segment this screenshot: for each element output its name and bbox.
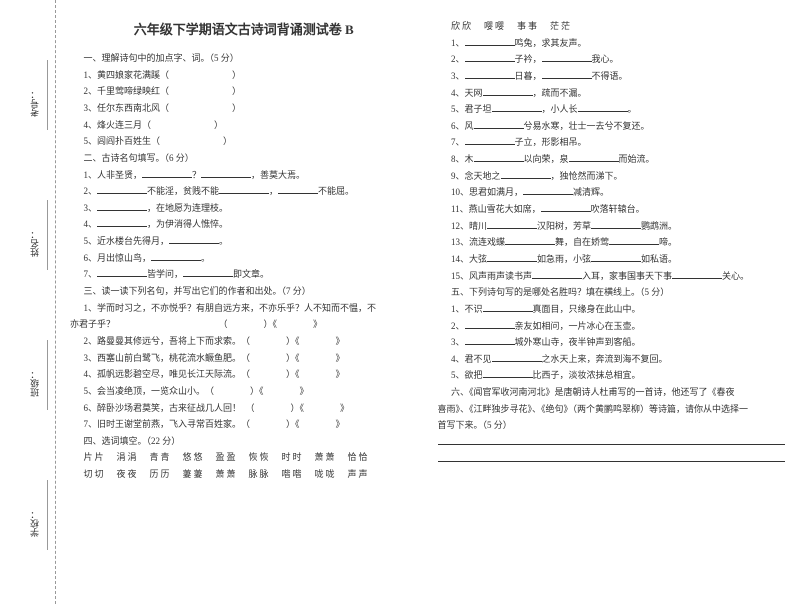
section-head: 五、下列诗句写的是哪处名胜吗？填在横线上。（5 分） (438, 284, 786, 301)
fill-blank-item: 5、近水楼台先得月，。 (70, 233, 418, 250)
vlabel-name: 姓名： (28, 230, 41, 257)
fill-blank-item: 14、大弦如急雨，小弦如私语。 (438, 251, 786, 268)
binding-line (55, 0, 56, 604)
vlabel-school: 学校： (28, 510, 41, 537)
fill-blank-item: 3、日暮，不得语。 (438, 68, 786, 85)
fill-blank-item: 4、，为伊消得人憔悴。 (70, 216, 418, 233)
question-item: 3、任尔东西南北风（ ） (70, 100, 418, 117)
question-item: 4、孤帆远影碧空尽，唯见长江天际流。 （ ）《 》 (70, 366, 418, 383)
question-item: 5、闾阎扑百姓生（ ） (70, 133, 418, 150)
column-left: 六年级下学期语文古诗词背诵测试卷 B 一、理解诗句中的加点字、词。（5 分） 1… (70, 18, 418, 594)
question-text: 1、学而时习之，不亦悦乎？有朋自远方来，不亦乐乎？人不知而不愠，不 (70, 300, 418, 317)
fill-blank-item: 8、木以向荣，泉而始流。 (438, 151, 786, 168)
fill-blank-item: 13、流连戏蝶舞，自在娇莺啼。 (438, 234, 786, 251)
question-item: 5、会当凌绝顶，一览众山小。 （ ）《 》 (70, 383, 418, 400)
column-right: 欣欣 嘤嘤 事事 茫茫 1、鸣兔，求其友声。2、子衿，我心。3、日暮，不得语。4… (438, 18, 786, 594)
question-text: 亦君子乎？ （ ）《 》 (70, 316, 418, 333)
question-item: 2、千里莺啼绿映红（ ） (70, 83, 418, 100)
fill-blank-item: 10、思君如满月，减清辉。 (438, 184, 786, 201)
fill-blank-item: 2、子衿，我心。 (438, 51, 786, 68)
question-item: 2、路曼曼其修远兮，吾将上下而求索。 （ ）《 》 (70, 333, 418, 350)
sidebar-line (47, 340, 48, 410)
question-text: 首写下来。（5 分） (438, 417, 786, 434)
section-head: 一、理解诗句中的加点字、词。（5 分） (70, 50, 418, 67)
page-content: 六年级下学期语文古诗词背诵测试卷 B 一、理解诗句中的加点字、词。（5 分） 1… (70, 18, 785, 594)
answer-line (438, 451, 786, 468)
fill-blank-item: 12、晴川汉阳树，芳草鹦鹉洲。 (438, 218, 786, 235)
page-title: 六年级下学期语文古诗词背诵测试卷 B (70, 18, 418, 42)
fill-blank-item: 5、欲把比西子，淡妆浓抹总相宜。 (438, 367, 786, 384)
fill-blank-item: 15、风声雨声读书声入耳，家事国事天下事关心。 (438, 268, 786, 285)
fill-blank-item: 6、月出惊山鸟，。 (70, 250, 418, 267)
vlabel-examno: 考号： (28, 90, 41, 117)
fill-blank-item: 11、燕山雪花大如席，吹落轩辕台。 (438, 201, 786, 218)
question-item: 6、醉卧沙场君莫笑，古来征战几人回！ （ ）《 》 (70, 400, 418, 417)
fill-blank-item: 7、子立，形影相吊。 (438, 134, 786, 151)
fill-blank-item: 6、风兮易水寒，壮士一去兮不复还。 (438, 118, 786, 135)
fill-blank-item: 7、皆学问，即文章。 (70, 266, 418, 283)
fill-blank-item: 1、鸣兔，求其友声。 (438, 35, 786, 52)
vlabel-class: 班级： (28, 370, 41, 397)
answer-line (438, 434, 786, 451)
sidebar-labels: 考号： 姓名： 班级： 学校： (28, 0, 48, 604)
word-bank: 片片 涓涓 青青 悠悠 盈盈 恢恢 时时 萧萧 恰恰 (70, 449, 418, 466)
question-item: 4、烽火连三月（ ） (70, 117, 418, 134)
section-head: 二、古诗名句填写。（6 分） (70, 150, 418, 167)
question-text: 六、《闻官军收河南河北》是唐朝诗人杜甫写的一首诗，他还写了《春夜 (438, 384, 786, 401)
text-fragment: 亦君子乎？ (70, 319, 115, 329)
sidebar-line (47, 480, 48, 550)
question-item: 3、西塞山前白鹭飞，桃花流水鳜鱼肥。 （ ）《 》 (70, 350, 418, 367)
sidebar-line (47, 60, 48, 130)
sidebar-line (47, 200, 48, 270)
fill-blank-item: 4、君不见之水天上来，奔流到海不复回。 (438, 351, 786, 368)
fill-blank-item: 5、君子坦，小人长。 (438, 101, 786, 118)
fill-blank-item: 3、城外寒山寺，夜半钟声到客船。 (438, 334, 786, 351)
section-head: 四、选词填空。（22 分） (70, 433, 418, 450)
question-text: 喜雨》、《江畔独步寻花》、《绝句》（两个黄鹂鸣翠柳）等诗篇，请你从中选择一 (438, 401, 786, 418)
fill-blank-item: 1、人非圣贤，？，善莫大焉。 (70, 167, 418, 184)
fill-blank-item: 4、天网，疏而不漏。 (438, 85, 786, 102)
fill-blank-item: 1、不识真面目，只缘身在此山中。 (438, 301, 786, 318)
question-item: 7、旧时王谢堂前燕，飞入寻常百姓家。 （ ）《 》 (70, 416, 418, 433)
section-head: 三、读一读下列名句，并写出它们的作者和出处。（7 分） (70, 283, 418, 300)
fill-blank-item: 3、，在地愿为连理枝。 (70, 200, 418, 217)
word-bank: 切切 夜夜 历历 萋萋 萧萧 脉脉 喈喈 咙咙 声声 (70, 466, 418, 483)
fill-blank-item: 2、亲友如相问，一片冰心在玉壶。 (438, 318, 786, 335)
question-item: 1、黄四娘家花满蹊（ ） (70, 67, 418, 84)
fill-blank-item: 9、念天地之，独怆然而涕下。 (438, 168, 786, 185)
fill-blank-item: 2、不能淫，贫贱不能，不能屈。 (70, 183, 418, 200)
word-bank: 欣欣 嘤嘤 事事 茫茫 (438, 18, 786, 35)
